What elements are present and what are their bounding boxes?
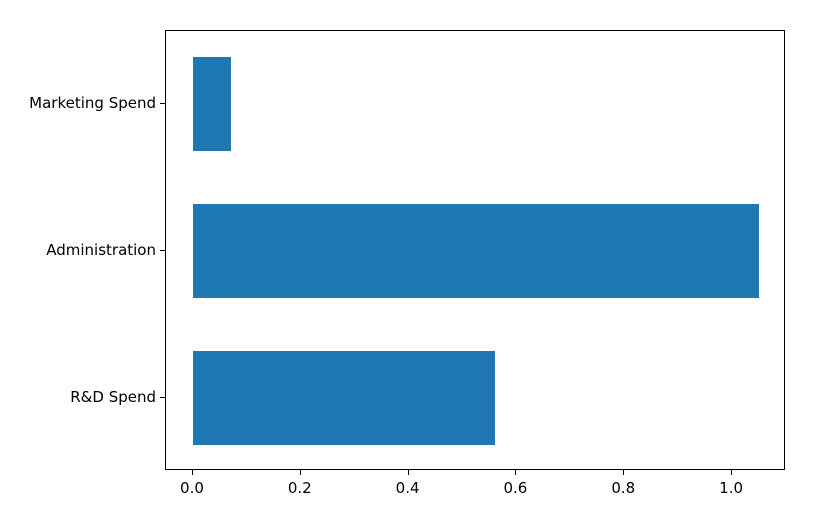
- x-tick-label: 0.2: [288, 479, 312, 497]
- x-tick: [300, 470, 301, 475]
- y-tick-label: Administration: [46, 241, 156, 259]
- plot-area: [165, 30, 785, 470]
- x-tick-label: 0.4: [396, 479, 420, 497]
- y-tick-label: Marketing Spend: [29, 94, 156, 112]
- y-tick: [160, 250, 165, 251]
- x-tick-label: 0.6: [503, 479, 527, 497]
- x-tick-label: 1.0: [719, 479, 743, 497]
- bar-administration: [193, 204, 759, 298]
- x-tick: [515, 470, 516, 475]
- x-tick: [623, 470, 624, 475]
- bar-marketing-spend: [193, 57, 231, 151]
- y-tick: [160, 397, 165, 398]
- x-tick-label: 0.0: [180, 479, 204, 497]
- x-tick: [731, 470, 732, 475]
- bar-r-d-spend: [193, 351, 495, 445]
- y-tick-label: R&D Spend: [70, 388, 156, 406]
- x-tick: [408, 470, 409, 475]
- chart-container: R&D Spend Administration Marketing Spend 0.…: [0, 0, 828, 530]
- x-tick-label: 0.8: [611, 479, 635, 497]
- x-tick: [192, 470, 193, 475]
- y-tick: [160, 103, 165, 104]
